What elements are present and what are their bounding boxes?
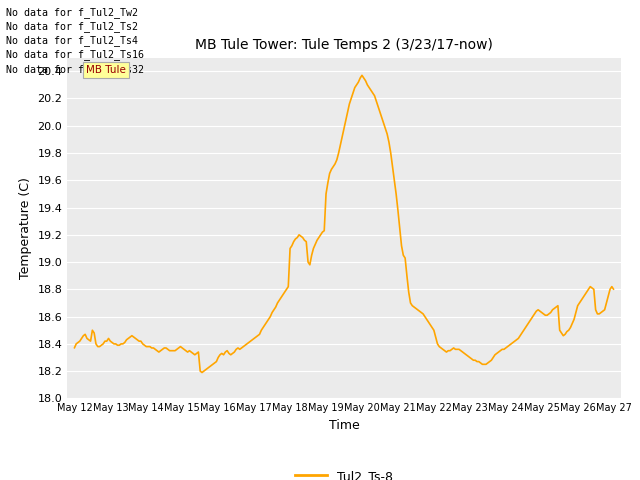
Y-axis label: Temperature (C): Temperature (C): [19, 177, 32, 279]
Text: MB Tule: MB Tule: [86, 65, 126, 75]
Title: MB Tule Tower: Tule Temps 2 (3/23/17-now): MB Tule Tower: Tule Temps 2 (3/23/17-now…: [195, 38, 493, 52]
Text: No data for f_Tul2_Tw2
No data for f_Tul2_Ts2
No data for f_Tul2_Ts4
No data for: No data for f_Tul2_Tw2 No data for f_Tul…: [6, 7, 145, 74]
X-axis label: Time: Time: [328, 419, 360, 432]
Legend: Tul2_Ts-8: Tul2_Ts-8: [291, 465, 397, 480]
